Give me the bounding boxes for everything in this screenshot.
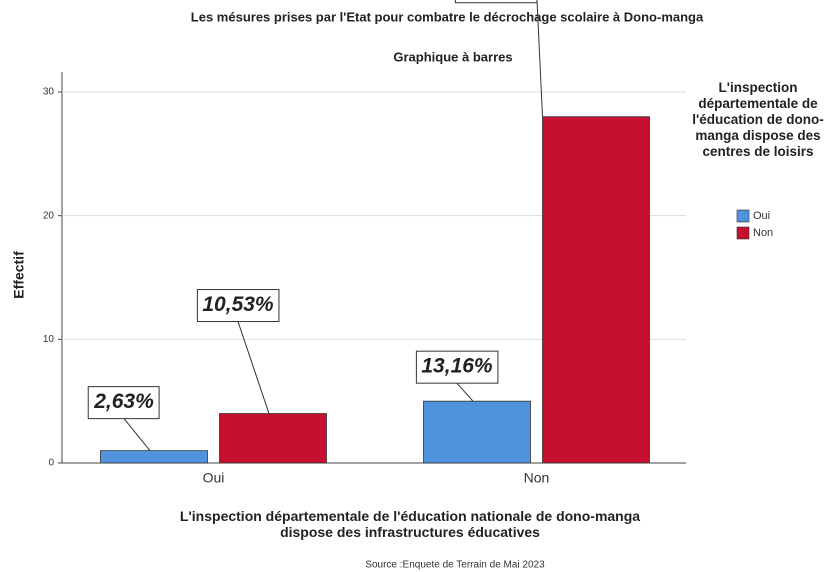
legend-swatch [736,209,750,223]
chart-title: Les mésures prises par l'Etat pour comba… [191,9,704,24]
label-box [415,350,499,384]
legend-label: Oui [753,210,770,222]
x-tick-label: Oui [203,470,225,486]
bar [100,450,208,464]
legend-label: Non [753,227,773,239]
legend-swatch [736,226,750,240]
y-tick-label: 30 [43,87,55,98]
leader-line [123,418,151,451]
label-box [454,0,538,4]
data-label: 10,53% [202,293,274,316]
leader-line [536,0,543,117]
x-axis-label: L'inspection départementale de l'éducati… [179,508,641,540]
y-axis-label: Effectif [11,251,27,299]
label-box [196,289,280,323]
source: Source :Enquete de Terrain de Mai 2023 [365,560,545,571]
bar [423,400,531,464]
y-tick-label: 10 [43,334,55,345]
x-tick-label: Non [524,470,550,486]
y-tick-label: 0 [48,458,54,469]
bar [542,116,650,464]
label-box [87,386,160,420]
bar [219,413,327,464]
leader-line [237,321,270,414]
y-tick-label: 20 [43,210,55,221]
chart-subtitle: Graphique à barres [393,49,512,64]
legend-title: L'inspection départementale de l'éducati… [692,80,824,159]
data-label: 2,63% [93,390,154,413]
data-label: 13,16% [421,355,493,378]
leader-line [456,382,474,402]
